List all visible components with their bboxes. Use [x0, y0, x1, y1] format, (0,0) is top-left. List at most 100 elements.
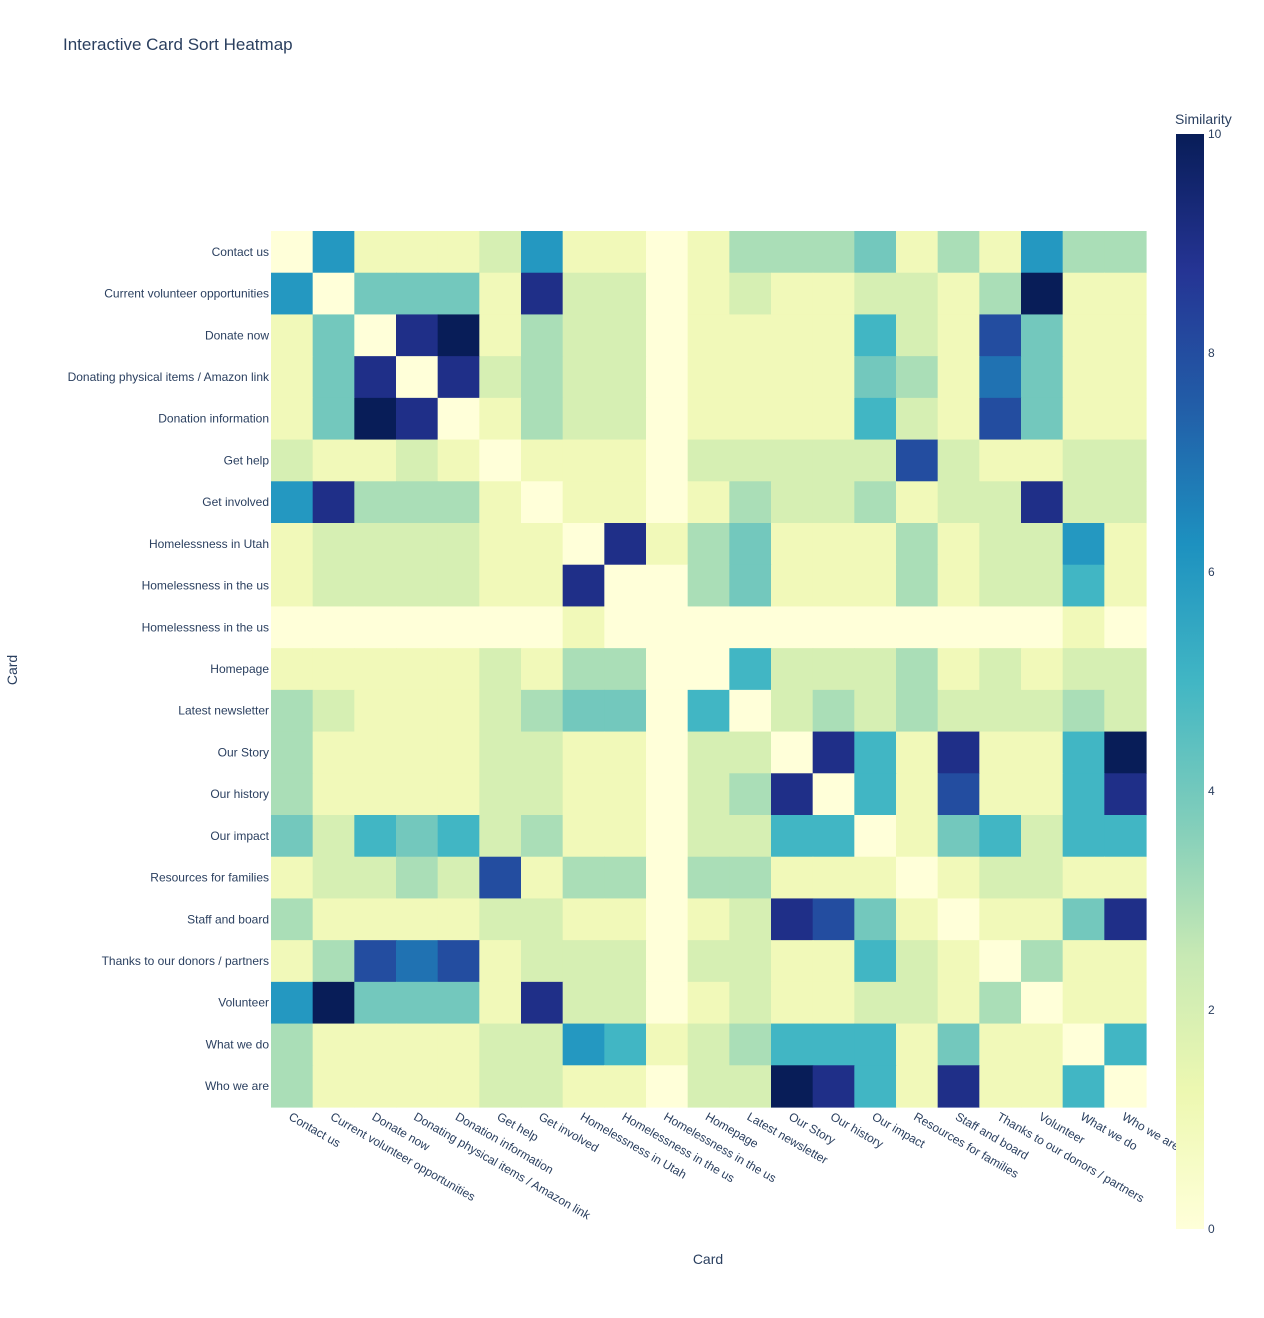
heatmap-cell — [312, 1023, 355, 1066]
heatmap-cell — [896, 314, 939, 357]
heatmap-cell — [729, 314, 772, 357]
heatmap-cell — [521, 648, 564, 691]
heatmap-cell — [354, 815, 397, 858]
heatmap-cell — [854, 397, 897, 441]
heatmap-cell — [812, 689, 855, 733]
heatmap-cell — [854, 773, 897, 816]
heatmap-cell — [729, 1023, 772, 1066]
heatmap-cell — [729, 898, 772, 941]
heatmap-cell — [1062, 815, 1105, 858]
heatmap-cell — [604, 231, 647, 274]
heatmap-cell — [771, 606, 814, 649]
heatmap-cell — [521, 898, 564, 941]
heatmap-cell — [396, 439, 439, 482]
heatmap-cell — [271, 523, 314, 566]
heatmap-cell — [646, 606, 689, 649]
heatmap-cell — [979, 898, 1022, 941]
heatmap-cell — [854, 481, 897, 524]
heatmap-cell — [812, 314, 855, 357]
heatmap-cell — [437, 356, 480, 399]
heatmap-cell — [729, 481, 772, 524]
heatmap-cell — [604, 439, 647, 482]
heatmap-cell — [521, 523, 564, 566]
heatmap-cell — [771, 731, 814, 774]
heatmap-cell — [1021, 564, 1064, 608]
heatmap-cell — [729, 689, 772, 733]
heatmap-cell — [354, 523, 397, 566]
heatmap-cell — [271, 481, 314, 524]
heatmap-cell — [521, 815, 564, 858]
heatmap-cell — [604, 731, 647, 774]
colorbar-tick-label: 10 — [1208, 127, 1222, 141]
heatmap-cell — [604, 815, 647, 858]
heatmap-cell — [896, 981, 939, 1025]
heatmap-cell — [646, 940, 689, 983]
heatmap-cell — [937, 689, 980, 733]
heatmap-cell — [1062, 314, 1105, 357]
heatmap-cell — [896, 815, 939, 858]
heatmap-cell — [1021, 815, 1064, 858]
heatmap-cell — [979, 564, 1022, 608]
heatmap-cell — [562, 773, 605, 816]
y-tick-label: Current volunteer opportunities — [104, 287, 269, 301]
heatmap-cell — [812, 356, 855, 399]
heatmap-cell — [479, 1065, 522, 1108]
heatmap-cell — [1104, 606, 1147, 649]
heatmap-cell — [479, 815, 522, 858]
heatmap-cell — [937, 731, 980, 774]
heatmap-cell — [1062, 773, 1105, 816]
y-tick-label: Staff and board — [187, 912, 269, 926]
y-tick-labels: Contact us Current volunteer opportunitie… — [68, 245, 270, 1093]
heatmap-cell — [521, 231, 564, 274]
heatmap-cell — [604, 856, 647, 900]
heatmap-cell — [271, 898, 314, 941]
y-tick-label: Our impact — [210, 829, 269, 843]
heatmap-cell — [812, 397, 855, 441]
heatmap-cell — [771, 231, 814, 274]
heatmap-cell — [896, 689, 939, 733]
heatmap-cell — [771, 481, 814, 524]
heatmap-cell — [646, 1065, 689, 1108]
heatmap-cell — [646, 981, 689, 1025]
heatmap-cell — [354, 981, 397, 1025]
heatmap-cell — [1021, 773, 1064, 816]
chart-title: Interactive Card Sort Heatmap — [63, 35, 293, 54]
heatmap-cell — [312, 981, 355, 1025]
heatmap-cell — [812, 481, 855, 524]
heatmap-cell — [562, 815, 605, 858]
heatmap-cell — [937, 231, 980, 274]
heatmap-cell — [479, 564, 522, 608]
heatmap-cell — [312, 606, 355, 649]
heatmap-cell — [687, 272, 730, 316]
y-tick-label: Who we are — [205, 1079, 269, 1093]
heatmap-cell — [312, 397, 355, 441]
heatmap-cell — [937, 815, 980, 858]
heatmap-cell — [687, 231, 730, 274]
heatmap-cell — [687, 689, 730, 733]
heatmap-cell — [1021, 940, 1064, 983]
heatmap-cell — [812, 564, 855, 608]
heatmap-cell — [562, 397, 605, 441]
heatmap-cell — [312, 898, 355, 941]
heatmap-cell — [979, 981, 1022, 1025]
y-tick-label: Thanks to our donors / partners — [102, 954, 269, 968]
heatmap-cell — [646, 356, 689, 399]
heatmap-cell — [604, 481, 647, 524]
heatmap-cell — [604, 356, 647, 399]
heatmap-cell — [562, 523, 605, 566]
heatmap-cell — [729, 773, 772, 816]
heatmap-cell — [1062, 648, 1105, 691]
heatmap-cell — [396, 940, 439, 983]
colorbar-tick-label: 8 — [1208, 346, 1215, 360]
heatmap-cell — [562, 689, 605, 733]
heatmap-cell — [1021, 981, 1064, 1025]
heatmap-cell — [437, 1065, 480, 1108]
heatmap-cell — [729, 606, 772, 649]
heatmap-cell — [854, 940, 897, 983]
heatmap-cell — [479, 981, 522, 1025]
heatmap-cell — [521, 773, 564, 816]
heatmap-cell — [729, 981, 772, 1025]
heatmap-cell — [1062, 856, 1105, 900]
heatmap-cell — [604, 314, 647, 357]
heatmap-cell — [312, 940, 355, 983]
